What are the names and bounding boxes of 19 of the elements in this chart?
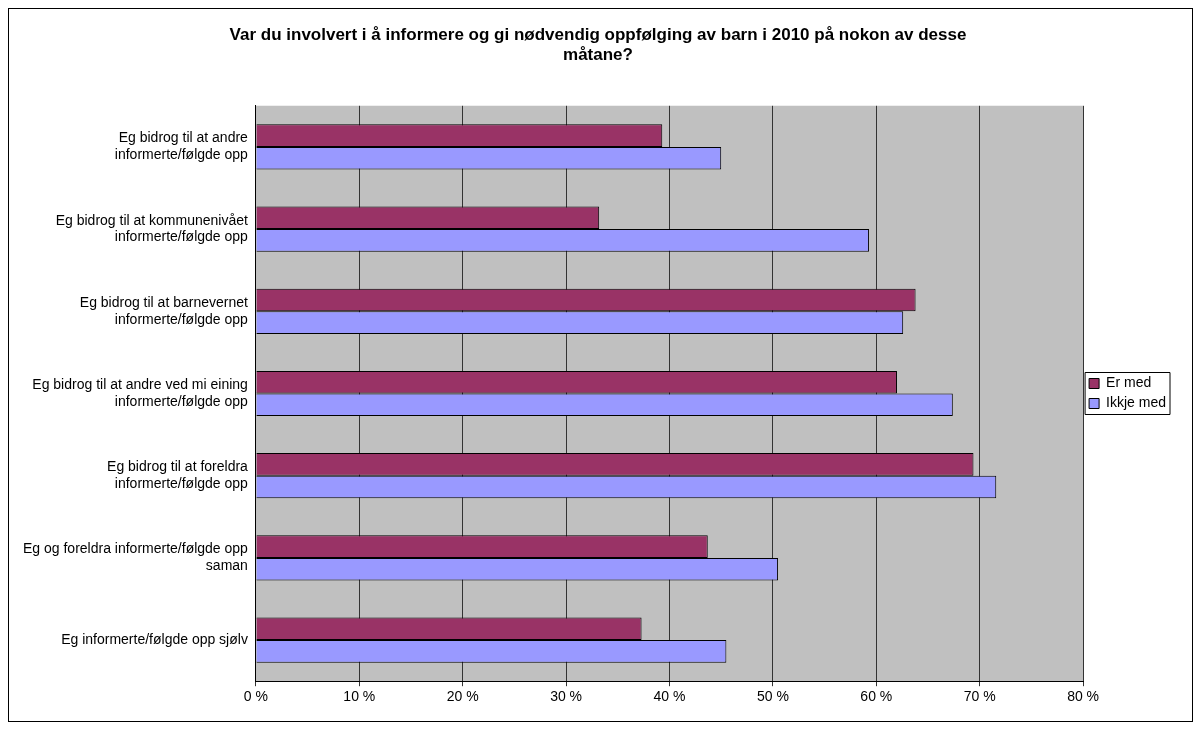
x-tick-label: 70 % — [963, 688, 996, 705]
legend-label: Ikkje med — [1106, 394, 1167, 411]
y-tick-label: Eg informerte/følgde opp sjølv — [61, 630, 248, 647]
x-tick-label: 80 % — [1067, 688, 1100, 705]
x-tick-label: 60 % — [860, 688, 893, 705]
y-tick-label: Eg og foreldra informerte/følgde opp saman — [23, 540, 249, 574]
x-tick-label: 30 % — [550, 688, 583, 705]
y-tick-label: Eg bidrog til at barnevernet informerte/følgde opp — [79, 293, 249, 327]
legend-label: Er med — [1106, 374, 1152, 391]
y-tick-label: Eg bidrog til at foreldra informerte/følgde opp — [107, 458, 249, 491]
y-tick-label: Eg bidrog til at kommunenivået informerte/følgde opp — [55, 211, 249, 245]
x-tick-label: 50 % — [756, 688, 789, 705]
x-tick-label: 0 % — [243, 688, 268, 705]
y-tick-label: Eg bidrog til at andre ved mi eining informerte/følgde opp — [32, 375, 249, 409]
x-tick-label: 10 % — [343, 688, 376, 705]
chart-title: Var du involvert i å informere og gi nødvendig oppfølging av barn i 2010 på nokon av desse måtane? — [229, 24, 967, 65]
y-tick-label: Eg bidrog til at andre informerte/følgde opp — [114, 129, 249, 163]
x-tick-label: 40 % — [653, 688, 686, 705]
x-tick-label: 20 % — [446, 688, 479, 705]
